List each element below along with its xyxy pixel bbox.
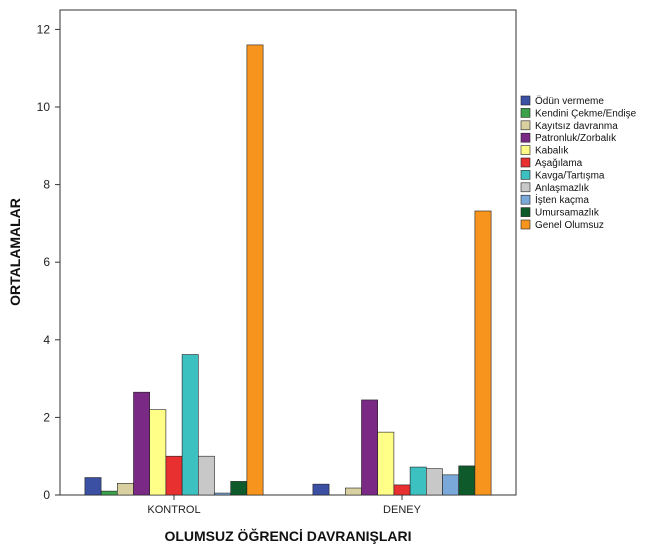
legend-entry: Patronluk/Zorbalık	[535, 133, 617, 144]
y-tick-label: 4	[43, 333, 50, 347]
legend-swatch	[520, 108, 531, 118]
bar	[149, 409, 167, 496]
legend-entry: Kavga/Tartışma	[535, 170, 605, 181]
x-tick-label: KONTROL	[147, 504, 200, 516]
bar	[84, 477, 102, 496]
bar	[117, 483, 134, 496]
bar	[344, 487, 362, 496]
x-axis-title: OLUMSUZ ÖĞRENCİ DAVRANIŞLARI	[164, 527, 411, 544]
bar	[100, 490, 118, 496]
bar	[442, 474, 460, 496]
y-tick-label: 8	[43, 178, 50, 192]
bar	[133, 391, 151, 496]
legend-entry: Kabalık	[535, 146, 569, 157]
legend-entry: İşten kaçma	[535, 193, 589, 206]
legend-swatch	[520, 157, 531, 168]
bar	[181, 354, 199, 496]
y-tick-label: 0	[43, 488, 50, 502]
bar	[165, 455, 183, 496]
legend-swatch	[520, 207, 531, 217]
bar	[312, 483, 330, 496]
bar	[214, 492, 232, 496]
legend-entry: Ödün vermeme	[535, 95, 604, 107]
legend-entry: Anlaşmazlık	[535, 183, 590, 194]
bar	[377, 431, 395, 496]
bar	[361, 399, 379, 496]
bar	[230, 481, 248, 496]
x-tick-label: DENEY	[383, 504, 422, 516]
plot-area	[59, 9, 517, 496]
legend-entry: Aşağılama	[535, 158, 583, 169]
bars-group	[84, 44, 492, 496]
legend-swatch	[520, 95, 531, 106]
legend-swatch	[520, 120, 531, 131]
legend-entry: Umursamazlık	[535, 208, 600, 219]
y-tick-label: 2	[43, 410, 50, 424]
legend-entry: Kayıtsız davranma	[535, 121, 618, 132]
bar	[474, 210, 492, 496]
legend-swatch	[520, 219, 531, 230]
bar	[198, 455, 215, 496]
x-axis-ticks: KONTROL DENEY	[147, 495, 422, 516]
legend-swatch	[520, 194, 531, 205]
y-tick-label: 10	[37, 100, 51, 114]
bar	[425, 468, 443, 496]
y-axis-ticks: 0 2 4 6 8 10 12	[37, 22, 60, 502]
legend-swatch	[520, 182, 531, 193]
y-tick-label: 12	[37, 22, 51, 36]
bar	[246, 44, 264, 496]
bar	[393, 484, 411, 496]
legend-entry: Genel Olumsuz	[535, 220, 604, 231]
legend-swatch	[520, 132, 531, 143]
y-tick-label: 6	[43, 255, 50, 269]
legend-entry: Kendini Çekme/Endişe	[535, 108, 637, 119]
legend-swatch	[520, 145, 531, 155]
legend-swatch	[520, 170, 531, 180]
bar	[409, 466, 427, 496]
y-axis-title: ORTALAMALAR	[7, 198, 23, 306]
bar	[458, 465, 476, 496]
